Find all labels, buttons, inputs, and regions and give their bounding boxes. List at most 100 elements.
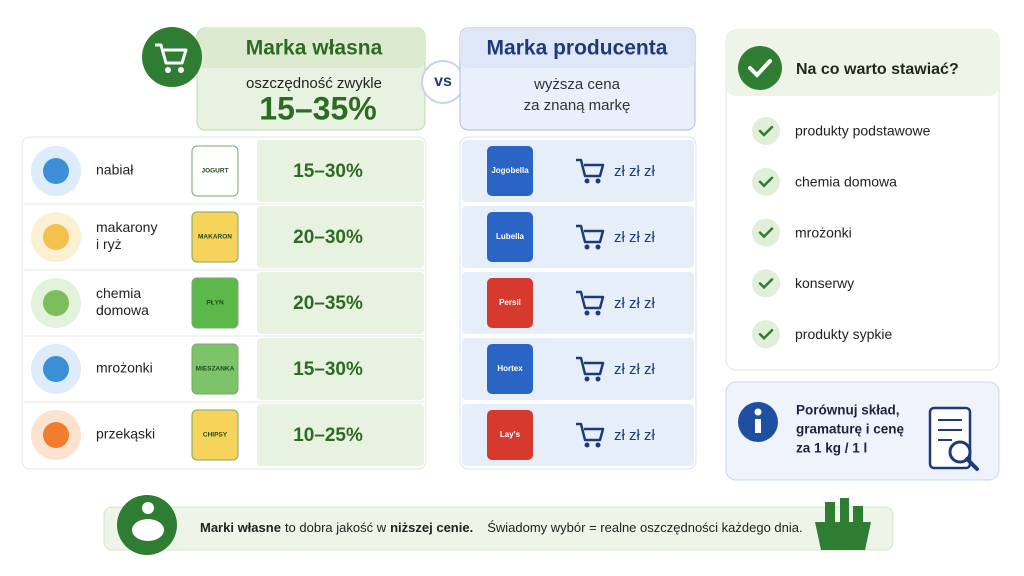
own-brand-subtitle: oszczędność zwykle — [246, 75, 382, 92]
cart-wheel — [595, 178, 601, 184]
producer-product-pack — [487, 146, 533, 196]
basket-item — [853, 506, 863, 522]
tips-list: produkty podstawowe chemia domowa mrożonki… — [752, 117, 931, 349]
cart-wheel — [178, 67, 184, 73]
category-label: i ryż — [96, 236, 122, 252]
footer-plain: to dobra jakość w — [285, 520, 387, 535]
own-product-label: JOGURT — [201, 168, 228, 175]
price-level: zł zł zł — [614, 427, 656, 444]
own-brand-title: Marka własna — [246, 37, 383, 60]
cart-icon — [155, 43, 188, 65]
check-icon — [748, 59, 772, 78]
cart-wheel — [584, 178, 590, 184]
basket-item — [825, 502, 835, 522]
category-icon — [43, 224, 69, 250]
savings-value: 10–25% — [293, 425, 363, 446]
tip-check-badge — [752, 269, 780, 298]
producer-subtitle: wyższa cena — [533, 76, 621, 93]
cart-badge — [142, 27, 202, 87]
info-line: Porównuj skład, — [796, 403, 900, 418]
tips-header — [726, 30, 999, 96]
category-label: nabiał — [96, 162, 134, 178]
cart-icon — [576, 224, 605, 244]
savings-cell — [257, 206, 424, 268]
rows: nabiał JOGURT 15–30% Jogobella zł zł zł makar… — [24, 140, 694, 466]
cart-wheel — [595, 376, 601, 382]
tip-check — [758, 227, 774, 239]
own-brand-header-top — [197, 28, 425, 68]
magnifier — [948, 440, 972, 464]
price-level: zł zł zł — [614, 229, 656, 246]
tip-item: mrożonki — [795, 224, 852, 240]
price-level: zł zł zł — [614, 163, 656, 180]
tip-check — [758, 328, 774, 340]
tip-check-badge — [752, 117, 780, 145]
category-label: przekąski — [96, 426, 155, 442]
piggy-icon — [132, 519, 164, 541]
tip-item: produkty sypkie — [795, 326, 892, 342]
info-line: gramaturę i cenę — [796, 422, 905, 437]
tip-check — [758, 278, 774, 290]
category-icon — [43, 158, 69, 184]
own-product-pack — [191, 211, 239, 263]
cart-wheel — [595, 442, 601, 448]
basket-icon — [815, 522, 871, 550]
tips-check-badge — [738, 46, 782, 90]
cart-wheel — [595, 310, 601, 316]
cart-wheel — [584, 310, 590, 316]
savings-value: 20–35% — [293, 293, 363, 314]
price-level: zł zł zł — [614, 361, 656, 378]
producer-product-label: Jogobella — [491, 166, 529, 175]
cart-icon — [576, 290, 605, 310]
producer-product-pack — [487, 278, 533, 328]
own-product-pack — [191, 343, 239, 395]
info-line: za 1 kg / 1 l — [796, 441, 867, 456]
tip-check-badge — [752, 320, 780, 349]
producer-product-label: Lubella — [496, 232, 525, 241]
own-product-label: PŁYN — [206, 300, 224, 307]
own-brand-savings: 15–35% — [259, 90, 376, 126]
producer-product-pack — [487, 410, 533, 460]
tip-check — [758, 125, 774, 137]
footer-closing: Świadomy wybór = realne oszczędności każ… — [487, 520, 802, 535]
own-product-label: MIESZANKA — [196, 366, 235, 373]
category-label: domowa — [96, 302, 149, 318]
producer-title: Marka producenta — [487, 37, 668, 60]
own-product-pack — [191, 409, 239, 461]
tip-item: chemia domowa — [795, 174, 897, 190]
own-product-pack — [191, 145, 239, 197]
category-label: mrożonki — [96, 360, 153, 376]
footer-text: Marki własne to dobra jakość w niższej cen… — [200, 520, 803, 535]
cart-wheel — [595, 244, 601, 250]
footer-bold: Marki własne — [200, 520, 281, 535]
info-icon-dot — [754, 408, 762, 416]
footer-bar — [103, 506, 894, 551]
cart-icon — [576, 356, 605, 376]
savings-cell — [257, 140, 424, 202]
savings-value: 20–30% — [293, 227, 363, 248]
cart-icon — [576, 422, 605, 442]
own-product-label: CHIPSY — [203, 432, 228, 439]
producer-header-top — [460, 28, 695, 68]
category-icon — [43, 290, 69, 316]
category-label: chemia — [96, 285, 141, 301]
cart-wheel — [584, 442, 590, 448]
footer-bold: niższej cenie. — [390, 520, 473, 535]
tips-title: Na co warto stawiać? — [796, 61, 959, 78]
price-level: zł zł zł — [614, 295, 656, 312]
savings-cell — [257, 338, 424, 400]
basket-item — [840, 498, 849, 522]
producer-product-label: Lay's — [500, 430, 521, 439]
savings-cell — [257, 404, 424, 466]
savings-value: 15–30% — [293, 359, 363, 380]
producer-product-label: Hortex — [497, 364, 523, 373]
cart-icon — [576, 158, 605, 178]
cart-wheel — [584, 244, 590, 250]
document-lines — [938, 419, 962, 441]
category-label: makarony — [96, 219, 157, 235]
producer-product-pack — [487, 344, 533, 394]
info-icon — [755, 419, 761, 433]
tip-check-badge — [752, 167, 780, 196]
